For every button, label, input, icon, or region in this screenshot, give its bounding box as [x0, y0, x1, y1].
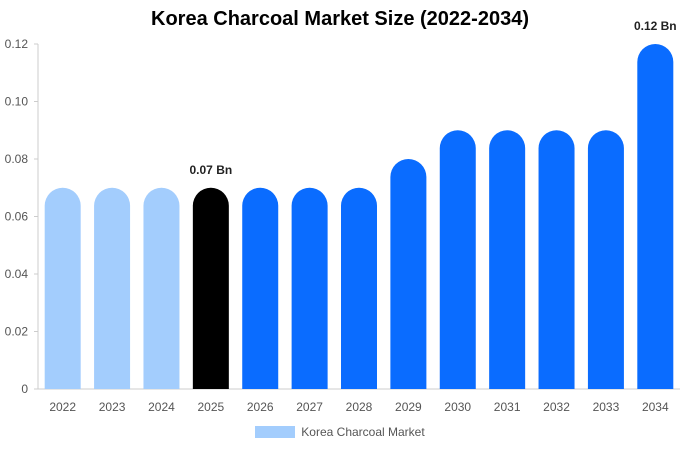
- bar-2031[interactable]: [489, 130, 526, 389]
- x-tick-label-2026: 2026: [247, 400, 274, 414]
- bar-2026[interactable]: [242, 187, 279, 389]
- data-label-2025: 0.07 Bn: [190, 163, 233, 177]
- bar-2024[interactable]: [143, 187, 180, 389]
- y-tick-label: 0.08: [5, 152, 29, 166]
- x-tick-label-2031: 2031: [494, 400, 521, 414]
- legend-swatch: [255, 426, 296, 438]
- x-tick-label-2025: 2025: [197, 400, 224, 414]
- y-tick-label: 0.04: [5, 267, 29, 281]
- x-tick-label-2029: 2029: [395, 400, 422, 414]
- bar-2028[interactable]: [341, 187, 377, 389]
- x-tick-label-2028: 2028: [346, 400, 373, 414]
- data-label-2034: 0.12 Bn: [634, 19, 677, 33]
- y-tick-label: 0: [21, 382, 28, 396]
- bar-2022[interactable]: [44, 187, 81, 389]
- y-tick-label: 0.02: [5, 325, 29, 339]
- chart-title: Korea Charcoal Market Size (2022-2034): [151, 8, 529, 30]
- x-tick-label-2027: 2027: [296, 400, 323, 414]
- y-tick-label: 0.12: [5, 37, 29, 51]
- bar-2023[interactable]: [94, 187, 131, 389]
- bar-2032[interactable]: [538, 130, 575, 390]
- bar-2034[interactable]: [637, 44, 674, 389]
- x-tick-label-2032: 2032: [543, 400, 570, 414]
- x-tick-label-2030: 2030: [444, 400, 471, 414]
- bar-2027[interactable]: [291, 187, 328, 389]
- y-tick-label: 0.06: [5, 210, 29, 224]
- legend: Korea Charcoal Market: [0, 425, 680, 439]
- x-tick-label-2034: 2034: [642, 400, 669, 414]
- y-tick-label: 0.10: [5, 95, 29, 109]
- legend-label: Korea Charcoal Market: [301, 425, 425, 439]
- bar-2033[interactable]: [587, 130, 624, 390]
- x-tick-label-2024: 2024: [148, 400, 175, 414]
- x-tick-label-2023: 2023: [99, 400, 126, 414]
- x-tick-label-2033: 2033: [593, 400, 620, 414]
- x-tick-label-2022: 2022: [49, 400, 76, 414]
- bar-2030[interactable]: [439, 130, 476, 390]
- bar-2025[interactable]: [192, 187, 229, 389]
- bar-2029[interactable]: [390, 159, 427, 389]
